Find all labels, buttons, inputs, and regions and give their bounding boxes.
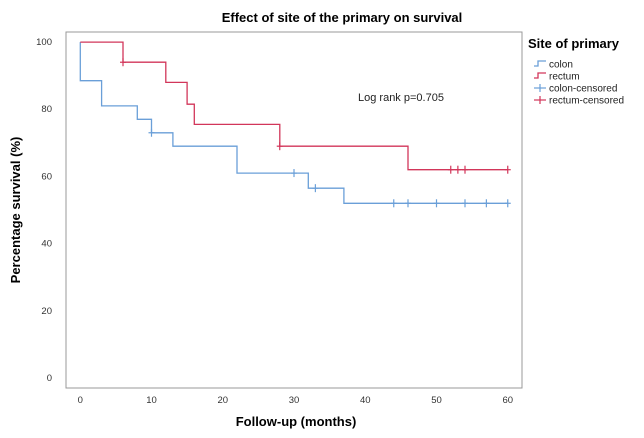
y-tick-label: 80 (41, 104, 52, 115)
legend-title: Site of primary (528, 36, 620, 51)
x-tick-label: 30 (289, 395, 300, 406)
chart-title: Effect of site of the primary on surviva… (222, 10, 463, 25)
y-tick-label: 20 (41, 306, 52, 317)
plot-area (65, 31, 523, 389)
rectum-survival-line (80, 41, 508, 171)
x-axis-ticks: 0 10 20 30 40 50 60 (78, 395, 513, 406)
series-layer (79, 41, 511, 208)
y-tick-label: 0 (47, 373, 52, 384)
legend-label-colon-censored: colon-censored (549, 84, 617, 95)
legend-label-rectum-censored: rectum-censored (549, 96, 624, 107)
x-tick-label: 40 (360, 395, 371, 406)
x-tick-label: 60 (502, 395, 513, 406)
legend-label-rectum: rectum (549, 72, 580, 83)
legend-label-colon: colon (549, 60, 573, 71)
log-rank-annotation: Log rank p=0.705 (358, 92, 444, 104)
x-tick-label: 0 (78, 395, 83, 406)
y-axis-title: Percentage survival (%) (8, 137, 23, 284)
rectum-legend-swatch (534, 72, 546, 79)
plot-frame (65, 31, 523, 389)
x-tick-label: 50 (431, 395, 442, 406)
y-tick-label: 40 (41, 239, 52, 250)
x-tick-label: 20 (217, 395, 228, 406)
y-tick-label: 100 (36, 37, 52, 48)
colon-legend-swatch (534, 60, 546, 67)
x-tick-label: 10 (146, 395, 157, 406)
legend: Site of primary colonrectumcolon-censore… (528, 36, 624, 107)
x-axis-title: Follow-up (months) (236, 414, 357, 429)
colon-survival-line (79, 42, 508, 204)
y-axis-ticks: 0 20 40 60 80 100 (36, 37, 52, 384)
y-tick-label: 60 (41, 171, 52, 182)
